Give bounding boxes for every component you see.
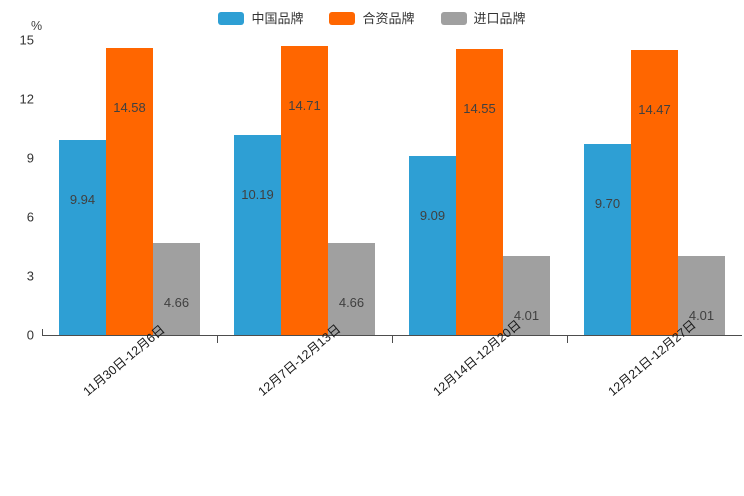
legend-label-china-brand: 中国品牌 xyxy=(251,10,304,26)
legend-swatch-imported-brand xyxy=(440,11,467,25)
x-axis-tick xyxy=(217,336,218,343)
bar[interactable]: 14.55 xyxy=(456,48,503,335)
y-axis-unit-label: % xyxy=(31,19,43,33)
bar-value-label: 14.47 xyxy=(638,102,671,118)
bar[interactable]: 14.71 xyxy=(281,45,328,335)
legend-item-china-brand[interactable]: 中国品牌 xyxy=(218,10,304,26)
bar-value-label: 9.94 xyxy=(69,191,96,207)
bar[interactable]: 14.47 xyxy=(631,50,678,335)
legend-label-imported-brand: 进口品牌 xyxy=(473,10,526,26)
legend-label-joint-venture-brand: 合资品牌 xyxy=(362,10,415,26)
plot-area: 0 3 6 9 12 15 9.94 14.58 4.66 11月30日-12月6日 10.19 14… xyxy=(20,33,742,399)
y-axis-tick-label: 3 xyxy=(26,268,34,284)
bar-value-label: 14.58 xyxy=(113,100,146,116)
bar[interactable]: 10.19 xyxy=(234,134,281,335)
y-axis-tick-label: 12 xyxy=(19,91,34,107)
y-axis-cap xyxy=(42,329,43,336)
bar[interactable]: 4.66 xyxy=(328,243,375,335)
x-axis-tick xyxy=(392,336,393,343)
bar[interactable]: 4.01 xyxy=(503,256,550,335)
legend-item-imported-brand[interactable]: 进口品牌 xyxy=(440,10,526,26)
legend-swatch-china-brand xyxy=(218,11,245,25)
bar-value-label: 9.09 xyxy=(419,208,446,224)
bar-value-label: 4.01 xyxy=(688,308,715,324)
bar[interactable]: 14.58 xyxy=(106,48,153,335)
legend-swatch-joint-venture-brand xyxy=(329,11,356,25)
y-axis-tick-label: 9 xyxy=(26,150,34,166)
x-axis-tick xyxy=(567,336,568,343)
bar[interactable]: 9.09 xyxy=(409,156,456,335)
chart-legend: 中国品牌 合资品牌 进口品牌 xyxy=(0,8,744,28)
bar-value-label: 14.71 xyxy=(288,97,321,113)
bar-value-label: 10.19 xyxy=(241,186,274,202)
bar-value-label: 4.66 xyxy=(338,295,365,311)
bar[interactable]: 9.94 xyxy=(59,139,106,335)
y-axis-tick-label: 6 xyxy=(26,209,34,225)
bar-value-label: 9.70 xyxy=(594,196,621,212)
bar[interactable]: 9.70 xyxy=(584,144,631,335)
bar-value-label: 4.66 xyxy=(163,295,190,311)
bar[interactable]: 4.66 xyxy=(153,243,200,335)
bar-value-label: 4.01 xyxy=(513,308,540,324)
bar[interactable]: 4.01 xyxy=(678,256,725,335)
bar-value-label: 14.55 xyxy=(463,100,496,116)
y-axis-tick-label: 0 xyxy=(26,327,34,343)
y-axis-tick-label: 15 xyxy=(19,32,34,48)
x-axis-line xyxy=(42,335,742,336)
legend-item-joint-venture-brand[interactable]: 合资品牌 xyxy=(329,10,415,26)
